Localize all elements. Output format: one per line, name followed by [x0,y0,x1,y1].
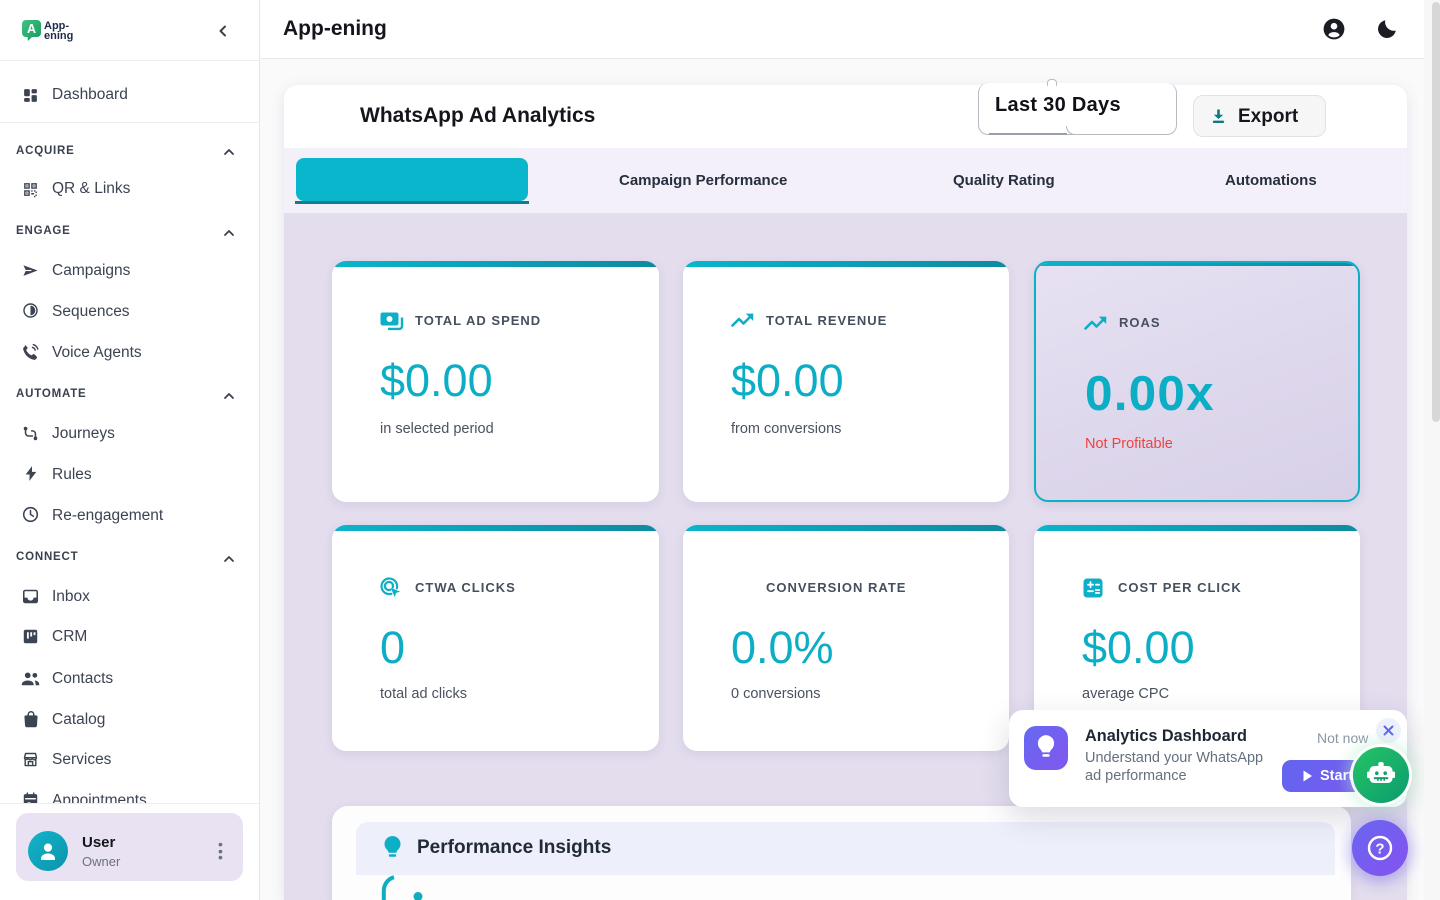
svg-text:?: ? [1375,840,1384,857]
svg-text:A: A [27,22,36,36]
